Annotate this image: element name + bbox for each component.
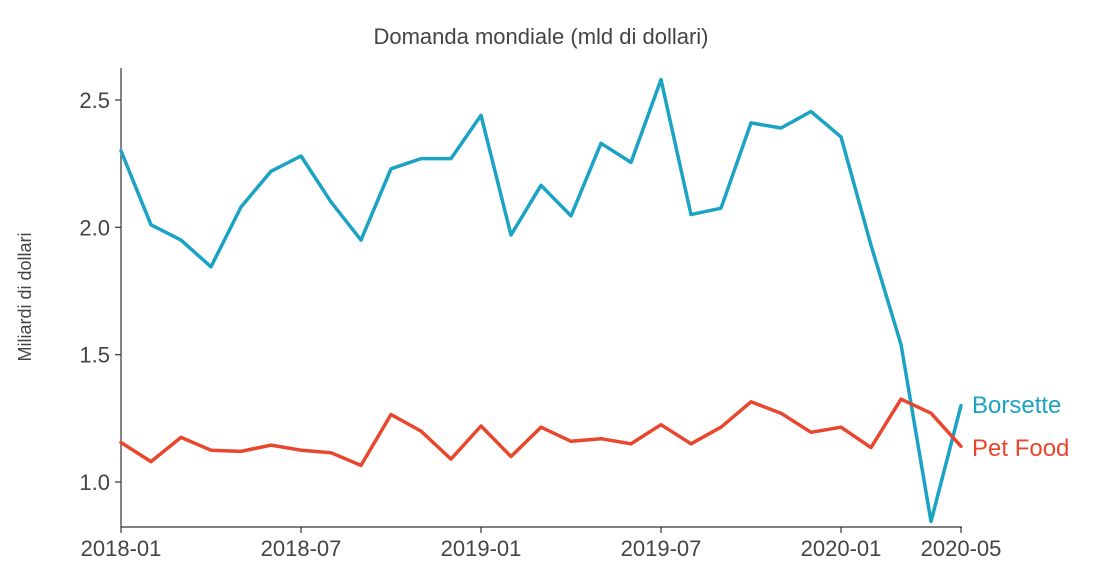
x-tick-label: 2019-01 [441,536,522,561]
x-tick-label: 2018-01 [81,536,162,561]
y-tick-label: 1.0 [79,470,110,495]
series-line-pet-food [119,397,963,468]
x-axis-ticks: 2018-01 2018-07 2019-01 2019-07 2020-01 2020-… [81,527,1002,561]
y-tick-label: 1.5 [79,343,110,368]
x-tick-label: 2020-05 [921,536,1002,561]
y-axis-label: Miliardi di dollari [15,232,35,361]
y-axis-ticks: 1.0 1.5 2.0 2.5 [79,88,121,495]
series-label-pet-food: Pet Food [972,435,1069,462]
y-tick-label: 2.5 [79,88,110,113]
x-tick-label: 2019-07 [621,536,702,561]
series-group: Borsette Pet Food [119,77,1069,524]
chart-title: Domanda mondiale (mld di dollari) [373,24,708,49]
x-tick-label: 2020-01 [801,536,882,561]
y-tick-label: 2.0 [79,215,110,240]
series-label-borsette: Borsette [972,392,1061,419]
x-tick-label: 2018-07 [261,536,342,561]
series-line-borsette [119,77,963,524]
